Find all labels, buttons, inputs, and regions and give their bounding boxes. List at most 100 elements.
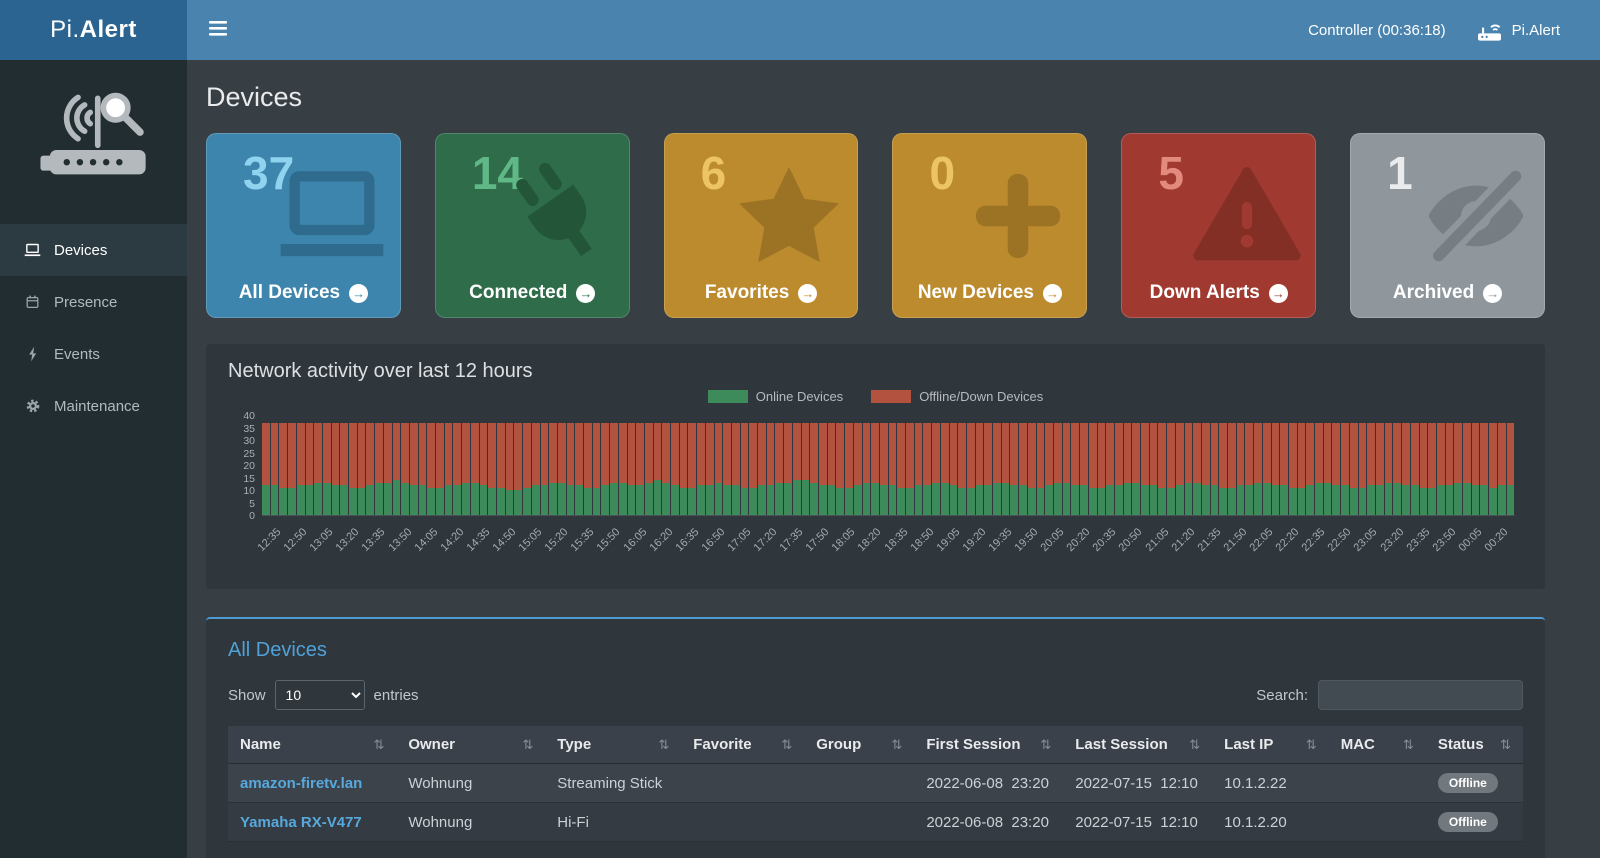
chart-bar: [1210, 416, 1219, 515]
chart-bar: [1323, 416, 1332, 515]
bolt-icon: [24, 346, 41, 362]
chart-bar: [436, 416, 444, 515]
legend-online[interactable]: Online Devices: [707, 389, 844, 404]
column-header-mac[interactable]: MAC ⇅: [1328, 726, 1426, 764]
controller-status[interactable]: Controller (00:36:18): [1308, 21, 1446, 39]
hamburger-icon: [209, 21, 227, 39]
card-favorites[interactable]: 6 Favorites →: [663, 133, 859, 318]
router-icon: [1476, 19, 1503, 42]
chart-bar: [1201, 416, 1210, 515]
sidebar-item-events[interactable]: Events: [0, 328, 187, 380]
sort-icon: ⇅: [1500, 736, 1511, 752]
card-archived[interactable]: 1 Archived →: [1350, 133, 1545, 318]
cell-status: Offline: [1425, 763, 1523, 803]
chart-bar: [549, 416, 557, 515]
legend-swatch-offline: [871, 390, 912, 403]
page-size-select[interactable]: 10: [274, 680, 365, 710]
column-header-owner[interactable]: Owner ⇅: [396, 726, 546, 764]
sidebar-item-label: Devices: [54, 241, 108, 259]
column-header-last-session[interactable]: Last Session ⇅: [1063, 726, 1213, 764]
arrow-circle-icon: →: [798, 283, 818, 303]
header-app-link[interactable]: Pi.Alert: [1476, 19, 1560, 42]
chart-bar: [592, 416, 601, 515]
chart-bar: [409, 416, 418, 515]
column-header-last-ip[interactable]: Last IP ⇅: [1212, 726, 1329, 764]
chart-bar: [653, 416, 662, 515]
chart-bar: [714, 416, 723, 515]
chart-legend: Online Devices Offline/Down Devices: [228, 389, 1523, 404]
chart-bar: [897, 416, 906, 515]
chart-bar: [1053, 416, 1062, 515]
chart-bar: [618, 416, 627, 515]
chart-bar: [453, 416, 462, 515]
warning-icon: [1191, 160, 1303, 272]
chart-bar: [540, 416, 549, 515]
chart-bar: [966, 416, 975, 515]
chart-bar: [784, 416, 792, 515]
sidebar-menu: Devices Presence Events Maintenance: [0, 224, 187, 432]
chart-bar: [1454, 416, 1463, 515]
cell-group: [804, 802, 915, 842]
sort-icon: ⇅: [891, 736, 903, 752]
sort-icon: ⇅: [1040, 736, 1052, 752]
chart-bar: [1219, 416, 1228, 515]
card-value: 1: [1387, 147, 1413, 199]
chart-bar: [514, 416, 523, 515]
legend-label: Online Devices: [755, 389, 844, 404]
card-label: Down Alerts: [1149, 282, 1260, 303]
chart-bar: [479, 416, 488, 515]
chart-bar: [383, 416, 392, 515]
main-content: Devices 37 All Devices → 14 Connected: [187, 60, 1600, 858]
device-link[interactable]: amazon-firetv.lan: [240, 774, 363, 792]
chart-bar: [610, 416, 618, 515]
card-value: 37: [243, 147, 295, 199]
card-value: 14: [471, 147, 523, 199]
device-link[interactable]: Yamaha RX-V477: [240, 813, 362, 831]
sort-icon: ⇅: [658, 736, 670, 752]
chart-bar: [1097, 416, 1106, 515]
sort-icon: ⇅: [522, 736, 534, 752]
table-row: amazon-firetv.lan Wohnung Streaming Stic…: [228, 763, 1523, 803]
chart-bar: [444, 416, 453, 515]
column-header-type[interactable]: Type ⇅: [545, 726, 682, 764]
sidebar-toggle-button[interactable]: [187, 0, 249, 60]
chart-bar: [845, 416, 853, 515]
chart-bar: [262, 416, 270, 515]
chart-bar: [827, 416, 836, 515]
card-label: Archived: [1392, 282, 1475, 303]
chart-bar: [862, 416, 871, 515]
column-header-favorite[interactable]: Favorite ⇅: [681, 726, 805, 764]
show-label: Show: [228, 686, 266, 704]
sidebar-item-presence[interactable]: Presence: [0, 276, 187, 328]
card-new-devices[interactable]: 0 New Devices →: [892, 133, 1088, 318]
cell-favorite: [681, 763, 805, 803]
chart-bar: [914, 416, 923, 515]
chart-bar: [888, 416, 897, 515]
chart-bar: [749, 416, 758, 515]
chart-bar: [1254, 416, 1262, 515]
app-logo[interactable]: Pi. Alert: [0, 0, 187, 60]
search-input[interactable]: [1318, 680, 1523, 710]
chart-bar: [923, 416, 932, 515]
chart-bar: [984, 416, 993, 515]
cell-group: [804, 763, 915, 803]
cell-type: Hi-Fi: [545, 802, 682, 842]
chart-bar: [1288, 416, 1297, 515]
card-all-devices[interactable]: 37 All Devices →: [206, 133, 401, 318]
column-header-status[interactable]: Status ⇅: [1425, 726, 1523, 764]
sidebar-item-devices[interactable]: Devices: [0, 224, 187, 276]
chart-bar: [1062, 416, 1071, 515]
legend-label: Offline/Down Devices: [919, 389, 1044, 404]
cell-last-session: 2022-07-15 12:10: [1063, 802, 1213, 842]
column-header-group[interactable]: Group ⇅: [804, 726, 915, 764]
column-header-first-session[interactable]: First Session ⇅: [914, 726, 1064, 764]
card-down-alerts[interactable]: 5 Down Alerts →: [1121, 133, 1317, 318]
card-connected[interactable]: 14 Connected →: [434, 133, 630, 318]
column-header-name[interactable]: Name ⇅: [228, 726, 397, 764]
sort-icon: ⇅: [373, 736, 385, 752]
sidebar-item-maintenance[interactable]: Maintenance: [0, 380, 187, 432]
chart-bar: [1332, 416, 1341, 515]
legend-offline[interactable]: Offline/Down Devices: [871, 389, 1043, 404]
chart-bar: [1445, 416, 1454, 515]
app-logo-prefix: Pi.: [50, 16, 80, 43]
